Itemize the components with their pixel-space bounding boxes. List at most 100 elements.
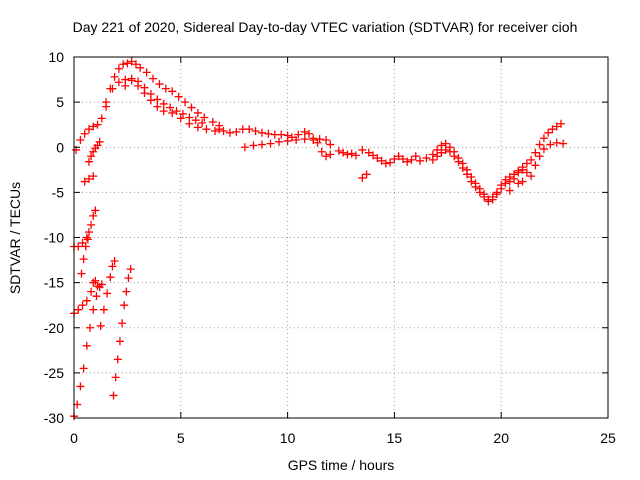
data-point — [81, 242, 90, 251]
data-point — [78, 301, 87, 310]
data-point — [492, 190, 501, 199]
data-point — [251, 127, 260, 136]
data-point — [377, 156, 386, 165]
data-point — [115, 337, 124, 346]
data-point — [334, 146, 343, 155]
data-point — [343, 150, 352, 159]
data-point — [92, 292, 101, 301]
data-point — [416, 156, 425, 165]
data-point — [127, 74, 136, 83]
data-point — [522, 168, 531, 177]
data-point — [89, 147, 98, 156]
data-point — [200, 113, 209, 122]
data-point — [136, 63, 145, 72]
data-point — [437, 141, 446, 150]
data-point — [309, 134, 318, 143]
data-point — [87, 152, 96, 161]
data-point — [84, 228, 93, 237]
data-point — [91, 276, 100, 285]
data-point — [275, 137, 284, 146]
data-point — [522, 159, 531, 168]
data-point — [347, 149, 356, 158]
data-point — [257, 128, 266, 137]
data-point — [471, 182, 480, 191]
y-axis-label: SDTVAR / TECUs — [7, 182, 23, 294]
data-point — [93, 282, 102, 291]
data-point — [497, 184, 506, 193]
data-point — [93, 120, 102, 129]
data-point — [403, 157, 412, 166]
data-point — [546, 140, 555, 149]
data-point — [362, 170, 371, 179]
data-point — [89, 122, 98, 131]
data-point — [187, 103, 196, 112]
data-point — [339, 148, 348, 157]
data-point — [176, 114, 185, 123]
data-point — [120, 301, 129, 310]
data-point — [505, 186, 514, 195]
data-point — [193, 108, 202, 117]
data-point — [369, 151, 378, 160]
data-point — [398, 154, 407, 163]
data-point — [475, 188, 484, 197]
data-point — [535, 140, 544, 149]
data-point — [131, 60, 140, 69]
data-series-8 — [80, 136, 527, 195]
data-point — [79, 364, 88, 373]
data-point — [84, 157, 93, 166]
data-point — [202, 125, 211, 134]
data-point — [155, 80, 164, 89]
y-tick-label: -5 — [52, 184, 65, 200]
data-point — [109, 391, 118, 400]
data-point — [114, 78, 123, 87]
data-point — [80, 177, 89, 186]
data-series — [70, 57, 568, 421]
data-point — [266, 139, 275, 148]
data-series-10 — [77, 235, 92, 278]
data-point — [505, 177, 514, 186]
data-point — [300, 127, 309, 136]
data-point — [539, 134, 548, 143]
data-point — [73, 400, 82, 409]
data-point — [178, 109, 187, 118]
data-point — [240, 143, 249, 152]
data-point — [111, 373, 120, 382]
data-point — [185, 113, 194, 122]
data-point — [386, 158, 395, 167]
data-point — [467, 177, 476, 186]
data-point — [74, 305, 83, 314]
data-point — [153, 95, 162, 104]
data-point — [531, 161, 540, 170]
data-point — [87, 287, 96, 296]
data-point — [149, 74, 158, 83]
data-point — [168, 87, 177, 96]
data-point — [99, 305, 108, 314]
data-series-5 — [240, 134, 324, 152]
data-point — [488, 195, 497, 204]
data-point — [317, 147, 326, 156]
x-tick-label: 5 — [177, 430, 185, 446]
y-tick-label: -20 — [44, 320, 64, 336]
data-point — [394, 152, 403, 161]
data-point — [531, 148, 540, 157]
y-tick-label: 0 — [56, 139, 64, 155]
data-point — [411, 152, 420, 161]
data-point — [249, 141, 258, 150]
data-point — [283, 136, 292, 145]
data-point — [86, 323, 95, 332]
data-point — [358, 173, 367, 182]
data-point — [225, 128, 234, 137]
data-point — [140, 83, 149, 92]
x-axis-label: GPS time / hours — [288, 457, 395, 473]
data-point — [407, 155, 416, 164]
data-point — [480, 192, 489, 201]
x-tick-label: 25 — [600, 430, 616, 446]
data-point — [351, 151, 360, 160]
data-point — [527, 155, 536, 164]
data-point — [159, 107, 168, 116]
data-point — [174, 92, 183, 101]
data-point — [89, 278, 98, 287]
data-point — [215, 125, 224, 134]
data-point — [510, 170, 519, 179]
